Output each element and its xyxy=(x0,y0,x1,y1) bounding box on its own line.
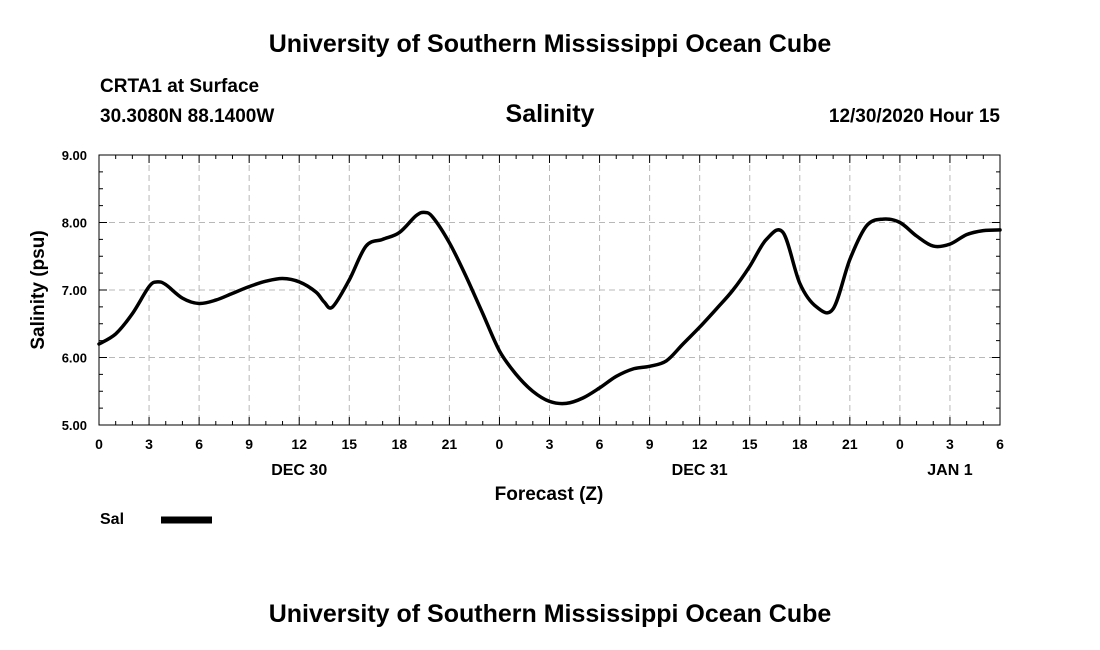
chart-title: Salinity xyxy=(505,100,595,128)
x-tick-label: 15 xyxy=(341,436,357,452)
x-tick-label: 18 xyxy=(392,436,408,452)
legend: Sal xyxy=(100,511,212,528)
organization-title-bottom: University of Southern Mississippi Ocean… xyxy=(268,600,832,628)
series-line-sal xyxy=(97,210,1002,406)
x-tick-label: 9 xyxy=(245,436,253,452)
x-tick-label: 3 xyxy=(145,436,153,452)
x-tick-label: 12 xyxy=(692,436,708,452)
x-tick-label: 0 xyxy=(496,436,504,452)
x-tick-label: 15 xyxy=(742,436,758,452)
axes xyxy=(98,154,1001,426)
legend-label: Sal xyxy=(100,511,124,528)
x-tick-label: 6 xyxy=(996,436,1004,452)
axis-ticks xyxy=(98,154,1001,426)
x-tick-label: 9 xyxy=(646,436,654,452)
station-label: CRTA1 at Surface xyxy=(100,76,260,97)
x-tick-label: 21 xyxy=(442,436,458,452)
x-tick-label: 18 xyxy=(792,436,808,452)
y-tick-label: 8.00 xyxy=(62,216,87,231)
y-tick-label: 5.00 xyxy=(62,418,87,433)
x-tick-label: 6 xyxy=(195,436,203,452)
date-label: DEC 30 xyxy=(271,462,327,479)
x-tick-label: 3 xyxy=(546,436,554,452)
plot-frame xyxy=(98,154,1001,426)
x-tick-label: 21 xyxy=(842,436,858,452)
x-tick-label: 12 xyxy=(291,436,307,452)
y-tick-label: 6.00 xyxy=(62,351,87,366)
series-layer xyxy=(97,210,1002,406)
forecast-timestamp: 12/30/2020 Hour 15 xyxy=(828,106,1000,127)
coordinates-label: 30.3080N 88.1400W xyxy=(100,106,275,127)
x-tick-label: 3 xyxy=(946,436,954,452)
axis-labels: 0 3 6 9 12 15 18 21 0 3 6 9 12 15 18 21 0 3 6 5.00 6.00 7.00 8… xyxy=(28,148,1004,505)
x-axis-title: Forecast (Z) xyxy=(495,484,604,505)
date-label: JAN 1 xyxy=(927,462,972,479)
x-tick-label: 0 xyxy=(896,436,904,452)
x-tick-label: 6 xyxy=(596,436,604,452)
x-tick-label: 0 xyxy=(95,436,103,452)
grid-lines xyxy=(99,155,1000,425)
organization-title-top: University of Southern Mississippi Ocean… xyxy=(268,30,832,58)
y-tick-label: 7.00 xyxy=(62,283,87,298)
y-axis-title: Salinity (psu) xyxy=(28,230,49,349)
y-tick-label: 9.00 xyxy=(62,148,87,163)
date-label: DEC 31 xyxy=(672,462,728,479)
